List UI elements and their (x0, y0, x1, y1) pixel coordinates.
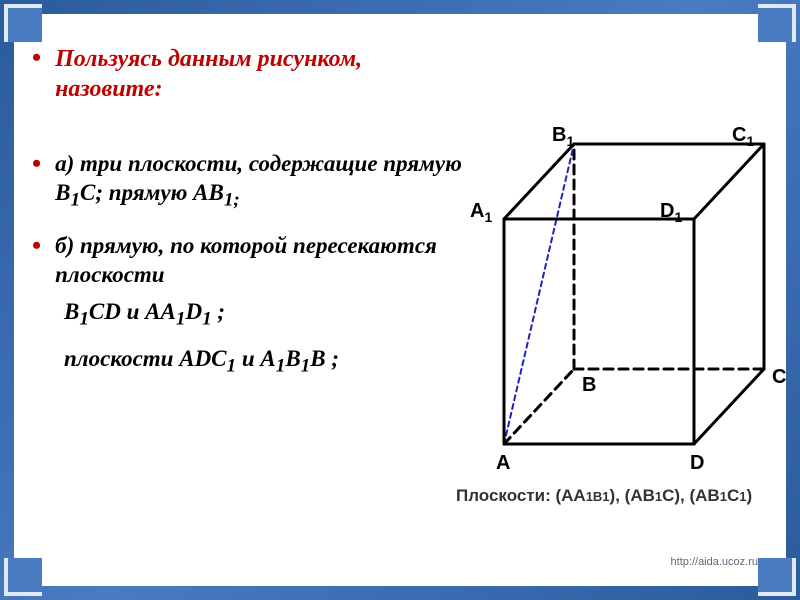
subscript: 1В1 (586, 489, 610, 504)
subscript: 1; (224, 189, 240, 210)
text: ) (746, 486, 752, 505)
vertex-label-b1: B1 (552, 124, 574, 149)
subscript: 1 (301, 356, 311, 377)
text: B (64, 299, 79, 324)
vertex-label-d: D (690, 452, 704, 475)
subscript: 1 (720, 489, 727, 504)
subscript: 1 (202, 308, 212, 329)
item-b-line2: B1CD и AA1D1 ; (64, 298, 462, 332)
text: C; прямую AB (80, 180, 224, 205)
text: ; (212, 299, 225, 324)
subscript: 1 (176, 308, 186, 329)
vertex-label-c: C (772, 366, 786, 389)
text: B (285, 346, 300, 371)
text: С), (АВ (662, 486, 720, 505)
item-b-line3: плоскости ADC1 и A1B1B ; (64, 345, 462, 379)
subscript: 1 (79, 308, 89, 329)
vertex-label-b: B (582, 374, 596, 397)
slide-content: • Пользуясь данным рисунком, назовите: •… (14, 14, 786, 586)
planes-answer: Плоскости: (АА1В1), (АВ1С), (АВ1С1) (456, 486, 796, 506)
bullet-icon: • (32, 44, 41, 72)
cube-svg (474, 104, 794, 484)
text: D (185, 299, 202, 324)
text: плоскости ADC (64, 346, 227, 371)
heading-row: • Пользуясь данным рисунком, назовите: (32, 44, 462, 104)
subscript: 1 (227, 356, 237, 377)
item-b-row: • б) прямую, по которой пересекаются пло… (32, 232, 462, 290)
cube-diagram: B1 C1 A1 D1 B C A D Плоскости: (АА1В1), … (474, 104, 794, 544)
vertex-label-a: A (496, 452, 510, 475)
text: Плоскости: (АА (456, 486, 586, 505)
text: и A (236, 346, 276, 371)
item-b-text: б) прямую, по которой пересекаются плоск… (55, 232, 462, 290)
vertex-label-d1: D1 (660, 200, 682, 225)
text: B ; (310, 346, 339, 371)
item-a-row: • а) три плоскости, содержащие прямую B1… (32, 150, 462, 212)
footer-url: http://aida.ucoz.ru (671, 556, 758, 568)
vertex-label-c1: C1 (732, 124, 754, 149)
text: а) три плоскости, содержащие прямую (55, 151, 462, 176)
item-a-text: а) три плоскости, содержащие прямую B1C;… (55, 150, 462, 212)
slide-heading: Пользуясь данным рисунком, назовите: (55, 44, 462, 104)
bullet-icon: • (32, 232, 41, 260)
text: С (727, 486, 739, 505)
text-column: • Пользуясь данным рисунком, назовите: •… (32, 44, 462, 379)
text: CD и AA (89, 299, 176, 324)
text: ), (АВ (610, 486, 655, 505)
subscript: 1 (70, 189, 80, 210)
bullet-icon: • (32, 150, 41, 178)
vertex-label-a1: A1 (470, 200, 492, 225)
subscript: 1 (276, 356, 286, 377)
